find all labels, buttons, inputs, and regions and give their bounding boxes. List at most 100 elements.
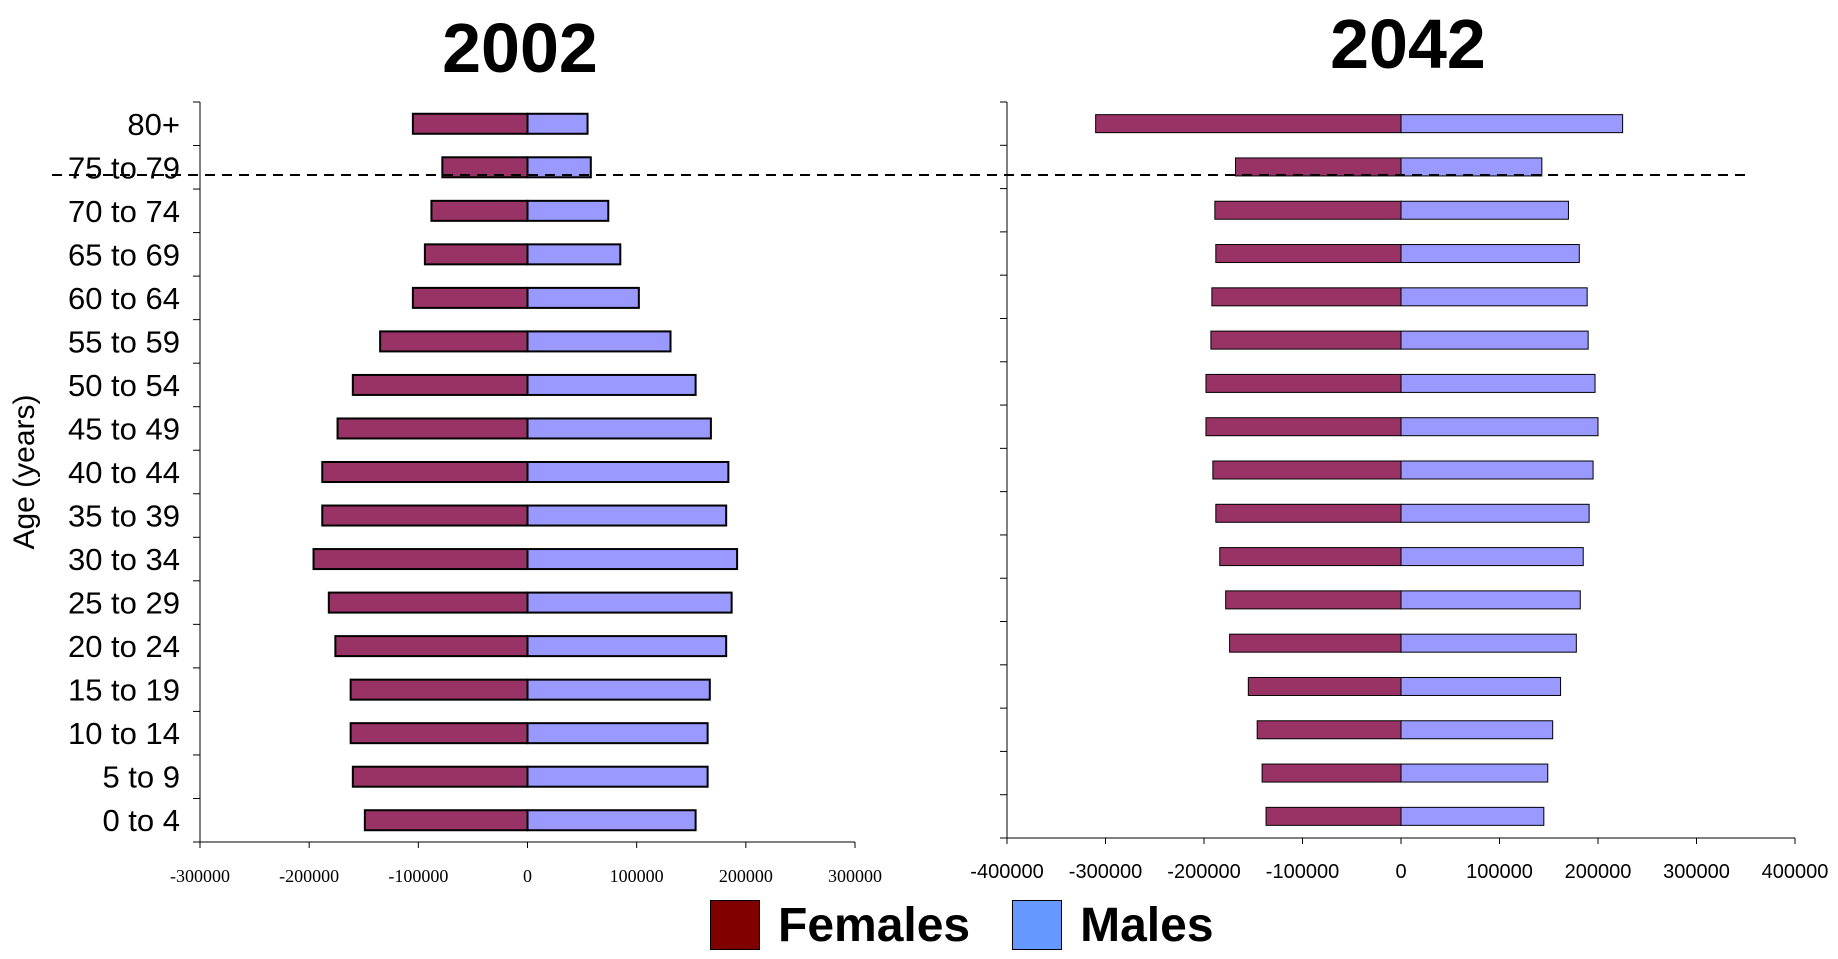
bar-males [526,635,728,658]
bar-females [1214,200,1402,220]
category-label: 15 to 19 [68,673,180,708]
category-label: 60 to 64 [68,281,180,316]
x-tick-label: 100000 [1466,861,1533,883]
bar-females [1215,244,1402,264]
bar-females [321,504,529,527]
x-tick-label: -100000 [388,866,448,886]
bar-males [1400,460,1594,480]
bar-males [1400,547,1584,567]
category-label: 50 to 54 [68,368,180,403]
bar-females [363,809,529,832]
bar-males [1400,244,1580,264]
category-label: 70 to 74 [68,194,180,229]
bar-males [1400,330,1589,350]
x-tick-label: 300000 [1663,861,1730,883]
bar-females [1212,460,1402,480]
x-tick-label: 300000 [828,866,882,886]
legend-swatch-females [710,900,760,950]
category-label: 30 to 34 [68,542,180,577]
bar-females [379,330,529,353]
bar-females [1205,417,1402,437]
bar-females [1229,633,1402,653]
category-label: 35 to 39 [68,499,180,534]
bar-females [1247,676,1402,696]
x-tick-label: -200000 [1167,861,1240,883]
bar-females [1210,330,1402,350]
x-tick-label: 200000 [1565,861,1632,883]
bar-males [526,461,730,483]
category-label: 80+ [127,107,180,142]
bar-males [526,417,712,440]
bar-females [327,591,529,614]
category-label: 65 to 69 [68,237,180,272]
bar-males [526,591,733,614]
bar-females [1095,114,1402,134]
bar-males [526,243,622,266]
category-label: 45 to 49 [68,411,180,446]
bar-females [321,461,529,483]
bar-males [526,373,697,396]
bar-females [1205,373,1402,393]
bar-males [1400,720,1554,740]
legend-item-females: Females [710,898,970,953]
bar-males [1400,200,1569,220]
bar-females [423,243,529,266]
bar-males [1400,676,1562,696]
x-tick-label: -300000 [170,866,230,886]
bar-males [1400,503,1590,523]
category-label: 75 to 79 [68,150,180,185]
bar-males [526,330,672,353]
bar-females [312,548,529,571]
chart-2042: 2042 -400000 -300000 -200000 -100000 0 100000 2… [970,5,1828,883]
bar-males [526,199,610,222]
bar-males [526,156,592,179]
category-label: 40 to 44 [68,455,180,490]
bar-females [1235,157,1402,177]
bar-females [1225,590,1402,610]
legend-label-males: Males [1080,898,1214,952]
chart-title: 2042 [1330,5,1486,83]
bar-females [411,112,529,135]
bar-males [1400,633,1577,653]
x-tick-label: 100000 [610,866,664,886]
bar-females [430,199,529,222]
bar-females [351,373,529,396]
legend-label-females: Females [778,898,971,952]
bar-males [1400,806,1545,826]
bar-females [349,678,529,701]
bar-males [526,112,589,135]
x-tick-label: -100000 [1266,861,1339,883]
bar-females [1256,720,1402,740]
y-axis-title: Age (years) [8,394,41,549]
x-tick-label: -400000 [970,861,1043,883]
bar-males [526,809,697,832]
bar-females [1215,503,1402,523]
bar-females [334,635,529,658]
bar-males [1400,590,1581,610]
legend-item-males: Males [1012,898,1214,953]
x-tick-label: 200000 [719,866,773,886]
chart-title: 2002 [442,9,598,87]
bar-females [351,765,529,788]
bar-females [1219,547,1402,567]
bar-males [526,286,640,309]
bar-males [1400,763,1549,783]
x-tick-label: 0 [523,866,532,886]
bar-males [1400,417,1599,437]
bar-females [1265,806,1402,826]
category-label: 5 to 9 [102,760,180,795]
bar-females [1211,287,1402,307]
bar-females [349,722,529,745]
x-tick-label: -200000 [279,866,339,886]
bar-males [526,504,728,527]
bar-males [1400,287,1588,307]
category-label: 10 to 14 [68,716,180,751]
category-label: 0 to 4 [102,803,180,838]
bar-males [526,765,709,788]
category-label: 25 to 29 [68,586,180,621]
legend: Females Males [710,895,1236,955]
bar-females [336,417,529,440]
category-label: 20 to 24 [68,629,180,664]
bar-males [526,678,711,701]
